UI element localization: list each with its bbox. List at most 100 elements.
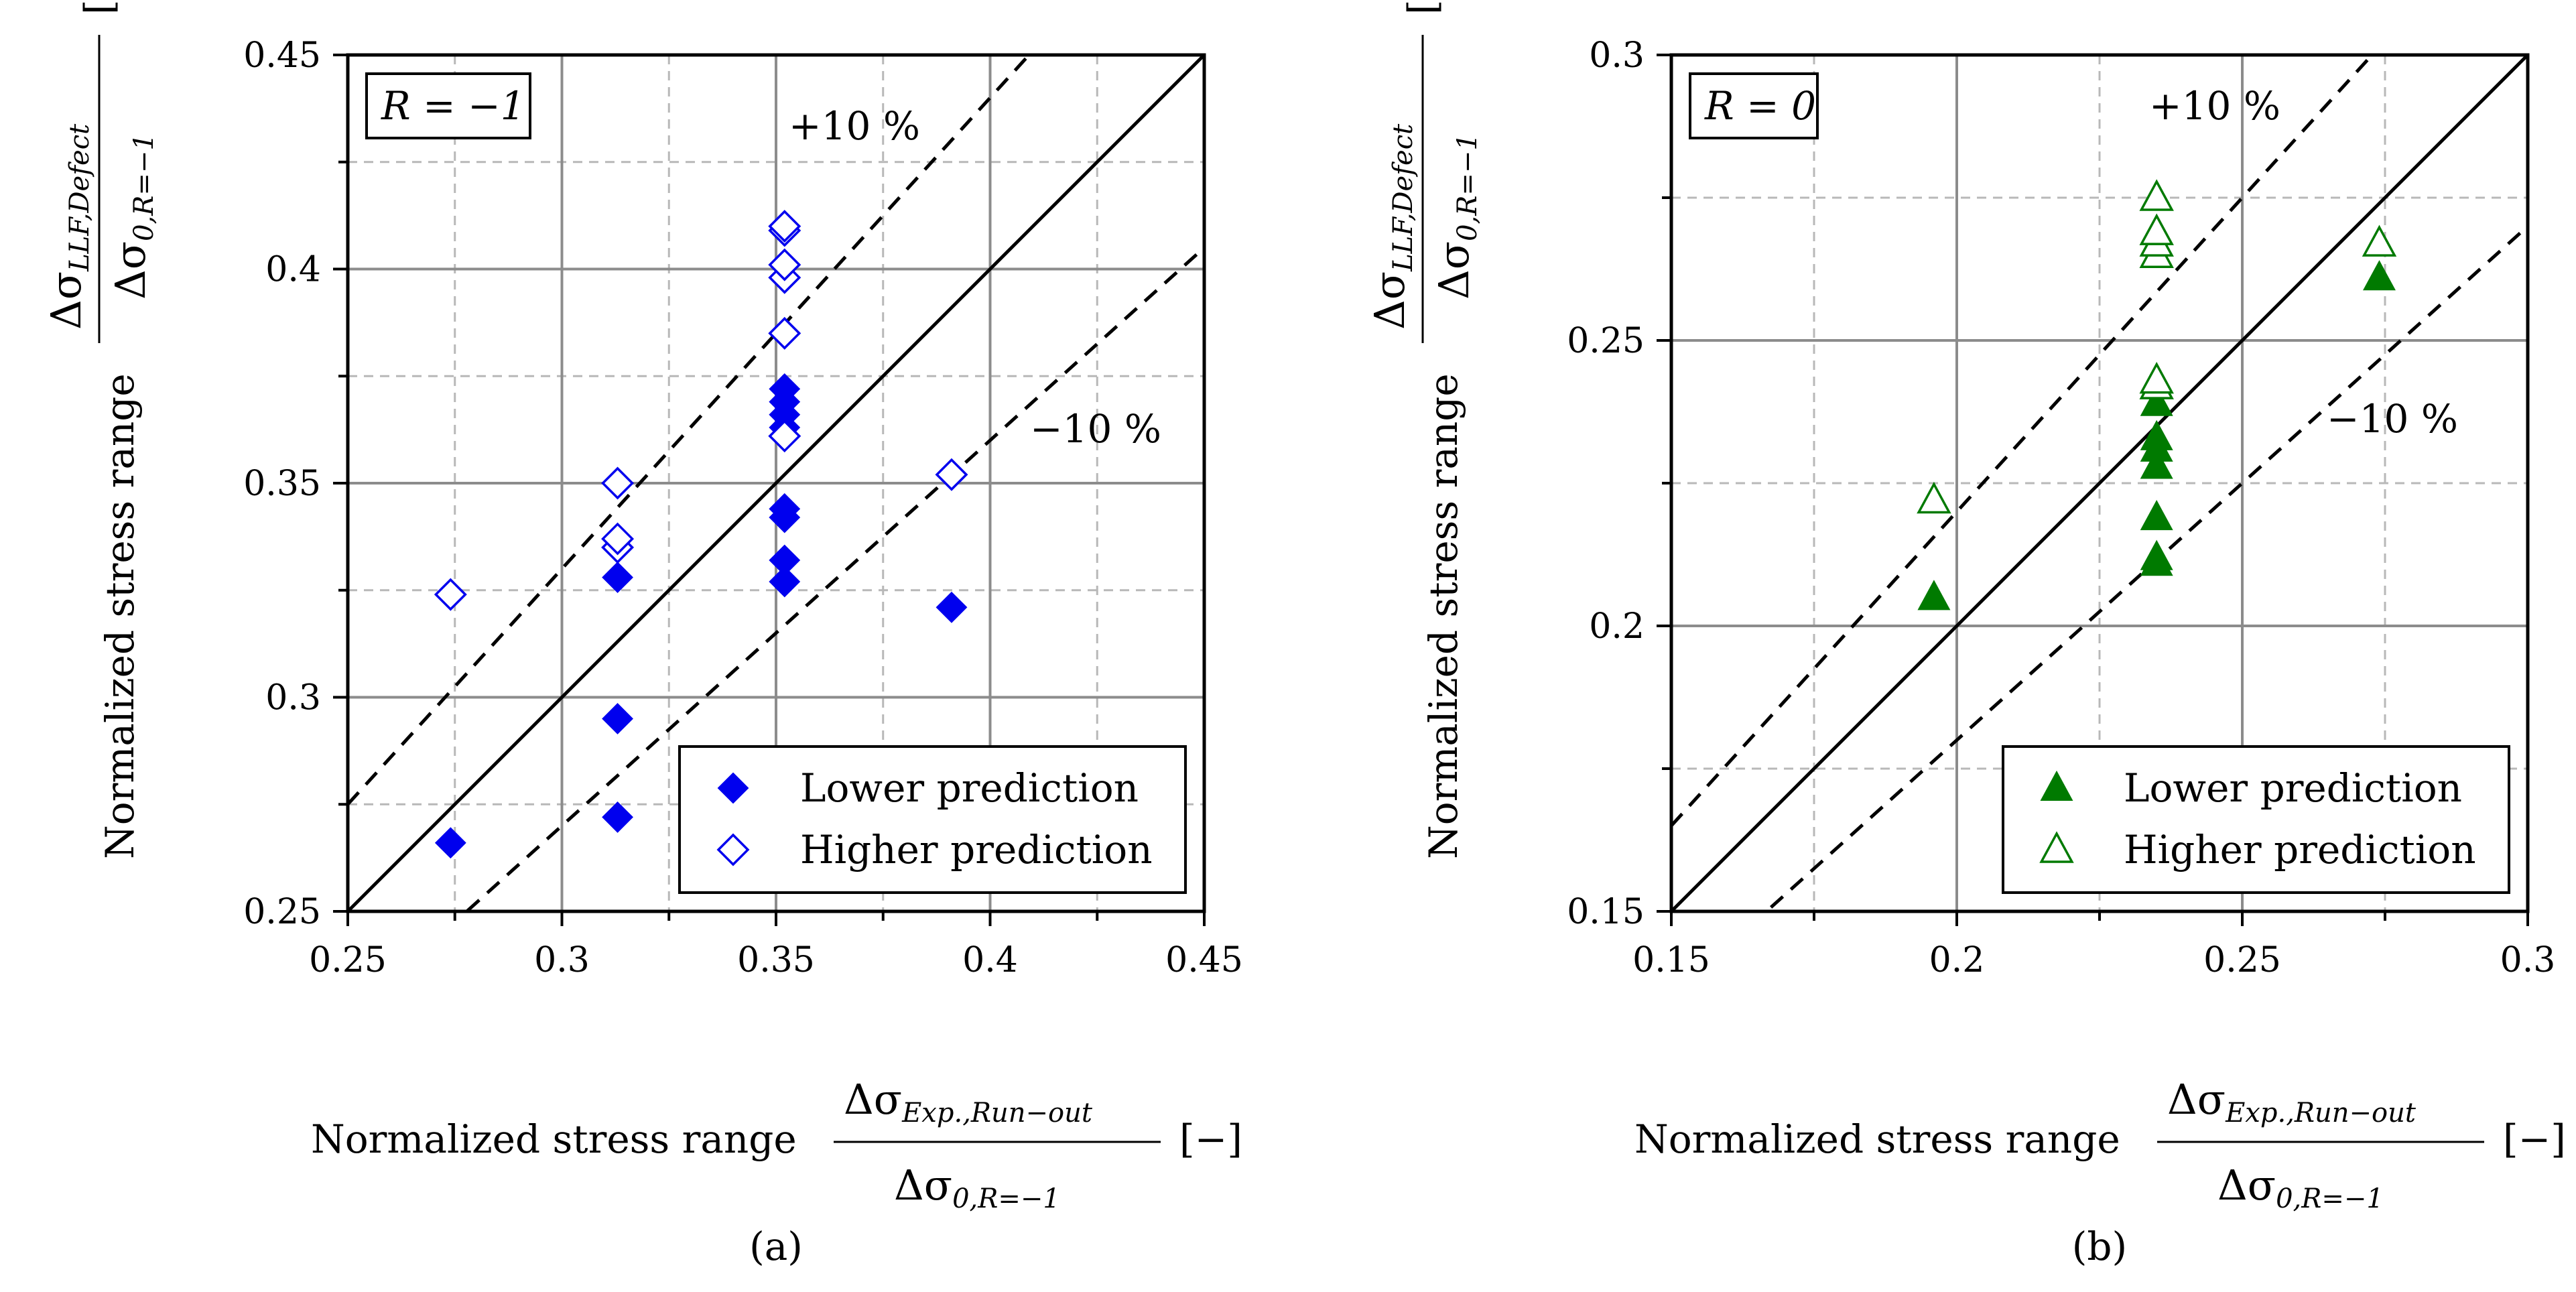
legend-marker-lower bbox=[2040, 770, 2073, 801]
legend-marker-higher bbox=[716, 833, 750, 866]
x-num-sub-a: Exp.,Run−out bbox=[901, 1098, 1093, 1128]
point-lower-prediction bbox=[769, 373, 801, 405]
x-axis-numerator-a: ΔσExp.,Run−out bbox=[844, 1075, 1093, 1128]
point-higher-prediction bbox=[2139, 179, 2174, 211]
point-lower-prediction bbox=[2140, 500, 2173, 531]
x-axis-label-b: Normalized stress range ΔσExp.,Run−out Δ… bbox=[1634, 1075, 2566, 1214]
point-lower-prediction bbox=[2140, 419, 2173, 450]
x-num-symbol-a: Δσ bbox=[844, 1075, 902, 1124]
point-higher-prediction bbox=[2362, 224, 2397, 257]
point-lower-prediction bbox=[434, 827, 466, 859]
band-upper-label-b: +10 % bbox=[2149, 83, 2280, 129]
legend-marker-lower bbox=[717, 772, 749, 804]
y-den-symbol-a: Δσ bbox=[106, 241, 155, 300]
y-tick-label: 0.3 bbox=[1589, 36, 1645, 76]
point-higher-prediction bbox=[1917, 481, 1951, 514]
legend-frame-a bbox=[678, 745, 1187, 894]
plot-frame-a bbox=[346, 53, 1206, 913]
condition-label-a: R = −1 bbox=[381, 83, 525, 129]
point-lower-prediction bbox=[2140, 448, 2173, 479]
point-higher-prediction bbox=[434, 578, 467, 611]
point-lower-prediction bbox=[769, 566, 801, 598]
legend-higher-label-b: Higher prediction bbox=[2124, 827, 2476, 873]
x-tick-label: 0.25 bbox=[2203, 940, 2281, 980]
x-den-sub-a: 0,R=−1 bbox=[952, 1183, 1060, 1214]
legend-lower-label-b: Lower prediction bbox=[2124, 765, 2462, 811]
chart-panel-b: 0.15 0.15 0.2 0.2 0.25 0.25 0.3 0.3 R = 0 +10 %… bbox=[1365, 0, 2566, 1269]
x-den-symbol-b: Δσ bbox=[2217, 1161, 2276, 1210]
point-lower-prediction bbox=[602, 703, 633, 734]
point-higher-prediction bbox=[601, 466, 635, 500]
x-den-sub-b: 0,R=−1 bbox=[2276, 1183, 2384, 1214]
x-axis-label-a: Normalized stress range ΔσExp.,Run−out Δ… bbox=[311, 1075, 1242, 1214]
point-lower-prediction bbox=[1917, 580, 1951, 610]
point-lower-prediction bbox=[2140, 385, 2173, 416]
y-tick-label: 0.35 bbox=[243, 464, 321, 504]
y-num-sub-b: LLF,Defect bbox=[1388, 123, 1419, 272]
x-tick-label: 0.35 bbox=[737, 940, 815, 980]
x-tick-label: 0.2 bbox=[1929, 940, 1985, 980]
condition-box-frame-a bbox=[365, 72, 531, 139]
reference-lines-b bbox=[1671, 55, 2528, 911]
y-axis-unit-a: [−] bbox=[76, 0, 122, 15]
y-axis-label-b: Normalized stress range ΔσLLF,Defect Δσ0… bbox=[1365, 0, 1483, 859]
band-lower-label-a: −10 % bbox=[1030, 406, 1161, 452]
y-axis-label-a: Normalized stress range ΔσLLF,Defect Δσ0… bbox=[42, 0, 159, 859]
condition-box-a: R = −1 bbox=[365, 72, 531, 139]
y-den-sub-b: 0,R=−1 bbox=[1452, 133, 1483, 241]
axis-ticks-a: 0.25 0.25 0.3 0.3 0.35 0.35 0.4 0.4 0.45 0.45 bbox=[243, 36, 1243, 980]
point-higher-prediction bbox=[2139, 361, 2174, 394]
y-tick-label: 0.25 bbox=[1567, 321, 1645, 361]
x-axis-denominator-b: Δσ0,R=−1 bbox=[2217, 1161, 2384, 1214]
point-lower-prediction bbox=[2362, 260, 2396, 291]
lower-band-line bbox=[464, 246, 1204, 911]
condition-box-frame-b bbox=[1689, 72, 1819, 139]
y-axis-numerator-b: ΔσLLF,Defect bbox=[1365, 123, 1419, 330]
y-tick-label: 0.4 bbox=[265, 250, 321, 290]
chart-panel-a: 0.25 0.25 0.3 0.3 0.35 0.35 0.4 0.4 0.45 0.45 R =… bbox=[42, 0, 1243, 1269]
legend-lower-label-a: Lower prediction bbox=[800, 765, 1139, 811]
point-higher-prediction bbox=[2139, 213, 2174, 245]
y-den-sub-a: 0,R=−1 bbox=[129, 133, 159, 241]
x-num-sub-b: Exp.,Run−out bbox=[2225, 1098, 2417, 1128]
point-lower-prediction bbox=[769, 544, 801, 576]
point-higher-prediction bbox=[601, 522, 635, 556]
y-tick-label: 0.45 bbox=[243, 36, 321, 76]
point-lower-prediction bbox=[2140, 539, 2173, 570]
y-tick-label: 0.25 bbox=[243, 892, 321, 932]
x-tick-label: 0.15 bbox=[1632, 940, 1710, 980]
x-axis-denominator-a: Δσ0,R=−1 bbox=[894, 1161, 1060, 1214]
condition-box-b: R = 0 bbox=[1689, 72, 1819, 139]
x-tick-label: 0.25 bbox=[309, 940, 387, 980]
band-upper-label-a: +10 % bbox=[789, 103, 920, 149]
y-den-symbol-b: Δσ bbox=[1429, 241, 1478, 300]
point-higher-prediction bbox=[768, 210, 801, 243]
condition-label-b: R = 0 bbox=[1704, 83, 1816, 129]
point-lower-prediction bbox=[936, 591, 968, 623]
x-axis-numerator-b: ΔσExp.,Run−out bbox=[2167, 1075, 2417, 1128]
y-axis-unit-b: [−] bbox=[1400, 0, 1445, 15]
panel-label-b: (b) bbox=[2072, 1224, 2127, 1269]
x-den-symbol-a: Δσ bbox=[894, 1161, 952, 1210]
identity-line bbox=[348, 55, 1204, 911]
x-axis-unit-b: [−] bbox=[2503, 1116, 2566, 1162]
point-lower-prediction bbox=[602, 801, 633, 833]
legend-b: Lower prediction Higher prediction bbox=[2002, 745, 2510, 894]
y-tick-label: 0.2 bbox=[1589, 606, 1645, 647]
panel-label-a: (a) bbox=[749, 1224, 803, 1269]
y-axis-numerator-a: ΔσLLF,Defect bbox=[42, 123, 95, 330]
point-lower-prediction bbox=[769, 493, 801, 525]
legend-frame-b bbox=[2002, 745, 2510, 894]
x-axis-prefix-b: Normalized stress range bbox=[1634, 1116, 2120, 1162]
point-lower-prediction bbox=[602, 562, 633, 593]
axis-ticks-b: 0.15 0.15 0.2 0.2 0.25 0.25 0.3 0.3 bbox=[1567, 36, 2555, 980]
y-tick-label: 0.15 bbox=[1567, 892, 1645, 932]
reference-lines-a bbox=[348, 55, 1204, 911]
point-higher-prediction bbox=[935, 458, 968, 491]
legend-a: Lower prediction Higher prediction bbox=[678, 745, 1187, 894]
y-num-symbol-a: Δσ bbox=[42, 271, 90, 330]
x-tick-label: 0.4 bbox=[962, 940, 1018, 980]
y-axis-prefix-a: Normalized stress range bbox=[97, 373, 143, 859]
x-num-symbol-b: Δσ bbox=[2167, 1075, 2226, 1124]
